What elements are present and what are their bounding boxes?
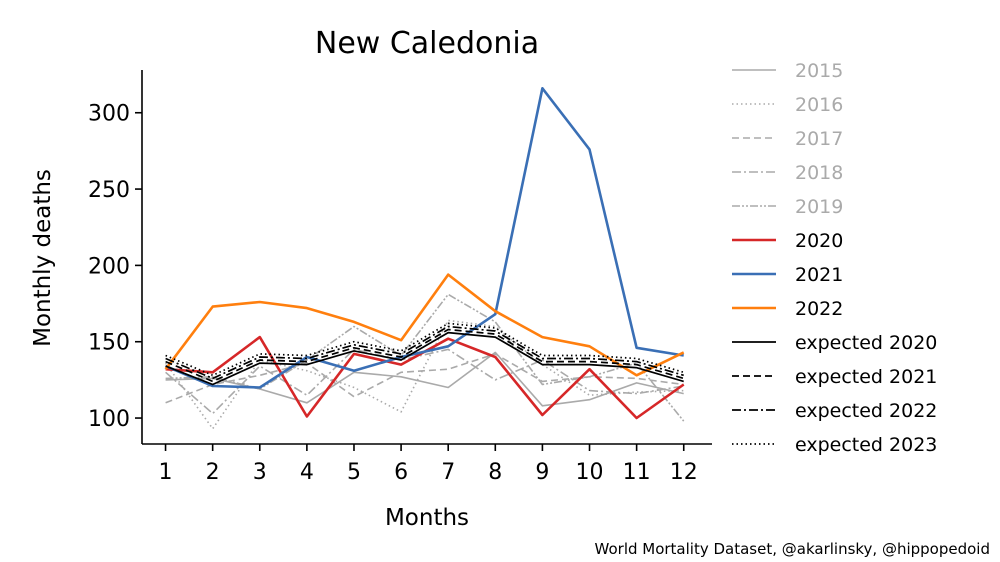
x-tick-label: 6 bbox=[394, 460, 408, 485]
legend-label: 2018 bbox=[795, 162, 843, 184]
x-tick-label: 8 bbox=[488, 460, 502, 485]
series-line-expected-2020 bbox=[165, 331, 684, 386]
x-tick-label: 3 bbox=[253, 460, 267, 485]
x-tick-label: 11 bbox=[623, 460, 651, 485]
x-tick-label: 9 bbox=[535, 460, 549, 485]
plot-lines bbox=[164, 87, 685, 430]
legend-label: 2021 bbox=[795, 264, 843, 286]
x-ticks: 1 2 3 4 5 6 7 8 9 10 11 12 bbox=[159, 444, 698, 485]
legend-label: 2019 bbox=[795, 196, 843, 218]
x-tick-label: 10 bbox=[576, 460, 604, 485]
y-tick-label: 300 bbox=[88, 102, 130, 127]
legend-label: expected 2023 bbox=[795, 434, 937, 456]
series-line-2018 bbox=[165, 348, 684, 415]
legend-label: 2022 bbox=[795, 298, 843, 320]
series-line-2016 bbox=[164, 319, 684, 430]
legend-label: 2015 bbox=[795, 60, 843, 82]
x-tick-label: 7 bbox=[441, 460, 455, 485]
legend-label: 2016 bbox=[795, 94, 843, 116]
x-tick-label: 12 bbox=[670, 460, 698, 485]
y-tick-label: 100 bbox=[88, 407, 130, 432]
series-line-2022 bbox=[164, 273, 685, 377]
series-line-2017 bbox=[165, 353, 684, 404]
series-line-2021 bbox=[165, 87, 684, 389]
y-axis-label: Monthly deaths bbox=[30, 169, 56, 347]
credit-text: World Mortality Dataset, @akarlinsky, @h… bbox=[594, 540, 990, 558]
series-line-expected-2021 bbox=[165, 328, 684, 383]
legend-label: 2020 bbox=[795, 230, 843, 252]
x-tick-label: 2 bbox=[206, 460, 220, 485]
x-axis-label: Months bbox=[385, 505, 469, 531]
chart-title: New Caledonia bbox=[315, 26, 539, 61]
legend-label: expected 2021 bbox=[795, 366, 937, 388]
x-tick-label: 5 bbox=[347, 460, 361, 485]
y-tick-label: 200 bbox=[88, 254, 130, 279]
legend-label: expected 2022 bbox=[795, 400, 937, 422]
y-tick-label: 150 bbox=[88, 331, 130, 356]
legend: 2015 2016 2017 2018 2019 2020 2021 2022 expected… bbox=[732, 60, 937, 456]
legend-label: 2017 bbox=[795, 128, 843, 150]
x-tick-label: 1 bbox=[159, 460, 173, 485]
x-tick-label: 4 bbox=[300, 460, 314, 485]
legend-label: expected 2020 bbox=[795, 332, 937, 354]
series-line-expected-2022 bbox=[165, 325, 684, 380]
y-tick-label: 250 bbox=[88, 178, 130, 203]
y-ticks: 100 150 200 250 300 bbox=[88, 102, 142, 432]
